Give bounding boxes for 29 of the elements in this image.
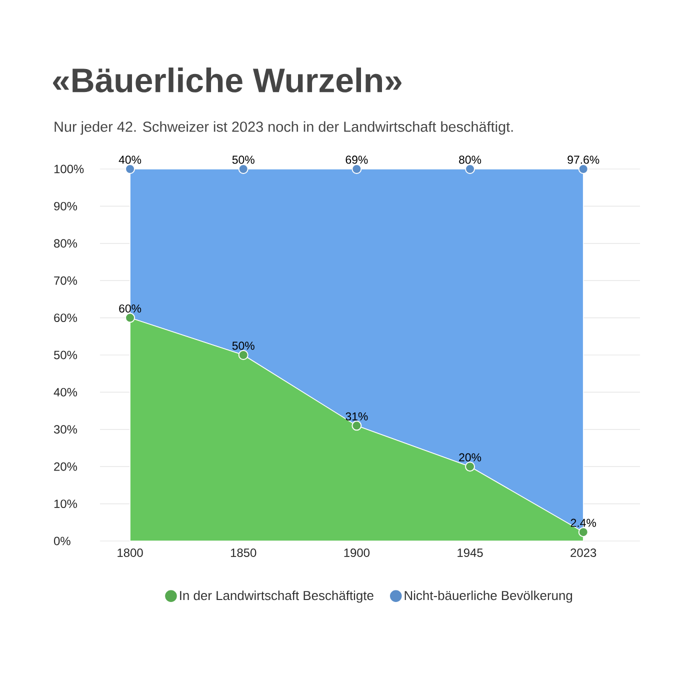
y-tick-label: 60% — [54, 314, 78, 322]
x-tick-label: 1945 — [458, 548, 483, 557]
chart-title: «Bäuerliche Wurzeln» — [53, 68, 402, 92]
legend-label: In der Landwirtschaft Beschäftigte — [180, 590, 374, 603]
legend-label: Nicht-bäuerliche Bevölkerung — [404, 590, 572, 603]
data-label: 50% — [232, 342, 254, 350]
data-label: 20% — [459, 453, 482, 462]
y-tick-label: 80% — [54, 239, 78, 248]
data-label: 80% — [459, 156, 482, 164]
y-tick-label: 30% — [54, 425, 78, 434]
y-tick-label: 20% — [54, 462, 78, 471]
data-label: 31% — [346, 412, 368, 420]
data-label: 60% — [119, 304, 142, 313]
x-tick-label: 1900 — [344, 548, 370, 557]
y-tick-label: 100% — [54, 164, 84, 174]
x-tick-label: 1850 — [230, 548, 256, 557]
data-label: 50% — [232, 156, 254, 164]
y-tick-label: 90% — [54, 202, 78, 210]
x-tick-label: 2023 — [570, 548, 596, 557]
x-tick-label: 1800 — [118, 548, 143, 557]
chart-subtitle: Nur jeder 42. Schweizer ist 2023 noch in der Landwirtschaft beschäftigt. — [54, 121, 513, 135]
data-label: 69% — [346, 156, 368, 164]
data-label: 40% — [118, 156, 142, 164]
y-tick-label: 50% — [54, 350, 78, 360]
y-tick-label: 40% — [54, 388, 78, 396]
data-label: 97.6% — [568, 156, 600, 164]
y-tick-label: 0% — [54, 536, 70, 546]
y-tick-label: 10% — [54, 500, 78, 508]
y-tick-label: 70% — [54, 276, 78, 285]
